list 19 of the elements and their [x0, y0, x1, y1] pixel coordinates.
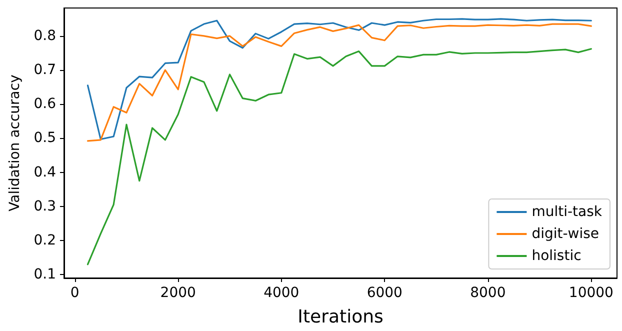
y-tick-label: 0.3 [34, 198, 56, 214]
x-tick-label: 10000 [568, 285, 614, 301]
y-tick-label: 0.4 [34, 164, 56, 180]
x-tick-label: 2000 [160, 285, 196, 301]
x-tick-label: 6000 [366, 285, 402, 301]
y-tick-label: 0.2 [34, 232, 56, 248]
y-tick-label: 0.5 [34, 130, 56, 146]
x-tick-label: 4000 [264, 285, 300, 301]
legend-label: holistic [532, 248, 582, 264]
legend-label: multi-task [532, 204, 603, 220]
legend-label: digit-wise [532, 226, 600, 242]
y-tick-label: 0.1 [34, 266, 56, 283]
y-tick-label: 0.8 [34, 28, 56, 44]
y-tick-label: 0.6 [34, 96, 56, 112]
x-tick-label: 0 [70, 285, 80, 301]
x-axis-title: Iterations [298, 306, 384, 328]
x-tick-label: 8000 [470, 285, 506, 301]
y-axis-title: Validation accuracy [7, 74, 23, 212]
y-tick-label: 0.7 [34, 62, 56, 78]
